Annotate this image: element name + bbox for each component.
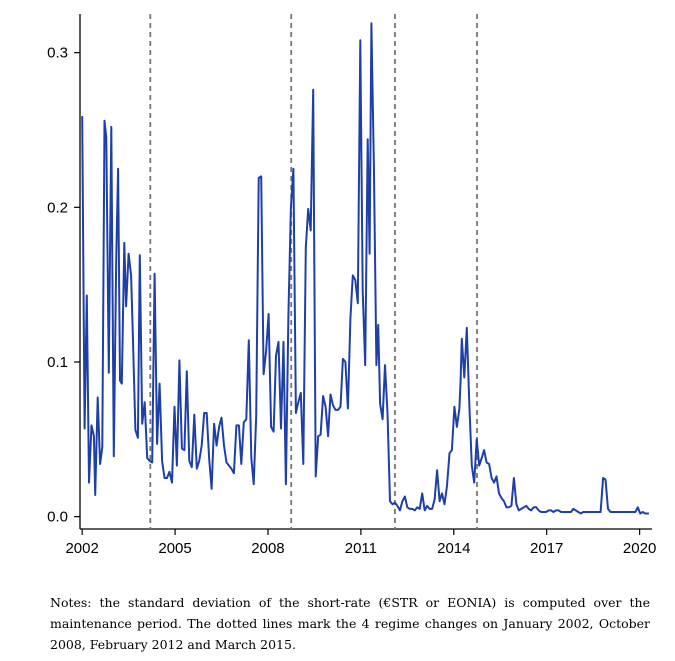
x-tick-label: 2014 — [437, 540, 470, 557]
plot-area: 0.0 0.1 0.2 0.3 2002 2005 2008 2011 2014 2017 2020 — [47, 14, 656, 557]
x-tick-label: 2017 — [530, 540, 563, 557]
y-tick-label: 0.0 — [47, 509, 68, 526]
y-tick-label: 0.3 — [47, 45, 68, 62]
notes-text: Notes: the standard deviation of the sho… — [50, 595, 650, 652]
y-tick-label: 0.2 — [47, 199, 68, 216]
y-tick-label: 0.1 — [47, 354, 68, 371]
x-tick-label: 2011 — [345, 540, 377, 557]
x-tick-label: 2002 — [65, 540, 98, 557]
series-line — [81, 22, 649, 515]
x-tick-label: 2020 — [623, 540, 656, 557]
x-tick-label: 2008 — [251, 540, 284, 557]
x-tick-label: 2005 — [158, 540, 191, 557]
